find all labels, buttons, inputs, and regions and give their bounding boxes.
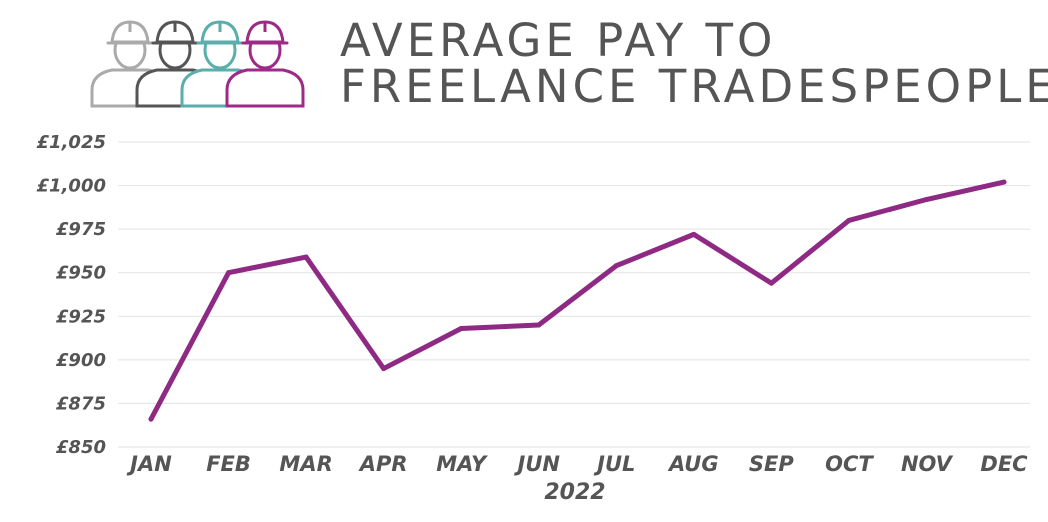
y-tick-label: £925: [56, 306, 106, 327]
data-point: [846, 217, 852, 223]
x-tick-label: AUG: [667, 452, 719, 476]
data-point: [923, 197, 929, 203]
data-point: [1001, 179, 1007, 185]
data-point: [458, 325, 464, 331]
x-tick-label: NOV: [901, 452, 954, 476]
logo: [90, 20, 305, 108]
y-tick-label: £975: [56, 219, 106, 240]
y-tick-label: £950: [56, 263, 106, 284]
chart-title-line-2: FREELANCE TRADESPEOPLE: [340, 60, 1048, 113]
data-point: [691, 231, 697, 237]
data-point: [381, 366, 387, 372]
x-tick-label: FEB: [206, 452, 251, 476]
y-tick-label: £900: [56, 350, 106, 371]
x-tick-label: MAR: [279, 452, 332, 476]
data-point: [303, 254, 309, 260]
data-point: [768, 280, 774, 286]
data-point: [536, 322, 542, 328]
x-tick-label: JAN: [126, 452, 172, 476]
x-tick-label: SEP: [749, 452, 794, 476]
x-tick-label: DEC: [980, 452, 1028, 476]
y-tick-label: £1,025: [37, 132, 106, 153]
data-point: [148, 416, 154, 422]
x-tick-label: APR: [358, 452, 408, 476]
y-tick-label: £1,000: [37, 176, 106, 197]
x-tick-label: JUL: [593, 452, 635, 476]
data-point: [613, 263, 619, 269]
worker-icon: [225, 20, 305, 108]
series-line: [148, 179, 1007, 422]
x-tick-label: MAY: [436, 452, 488, 476]
x-tick-label: JUN: [514, 452, 561, 476]
y-tick-label: £875: [56, 393, 106, 414]
x-axis-label: 2022: [544, 480, 605, 505]
y-tick-label: £850: [56, 437, 106, 458]
data-point: [226, 270, 232, 276]
chart-title-line-1: AVERAGE PAY TO: [340, 14, 777, 67]
x-tick-label: OCT: [825, 452, 874, 476]
